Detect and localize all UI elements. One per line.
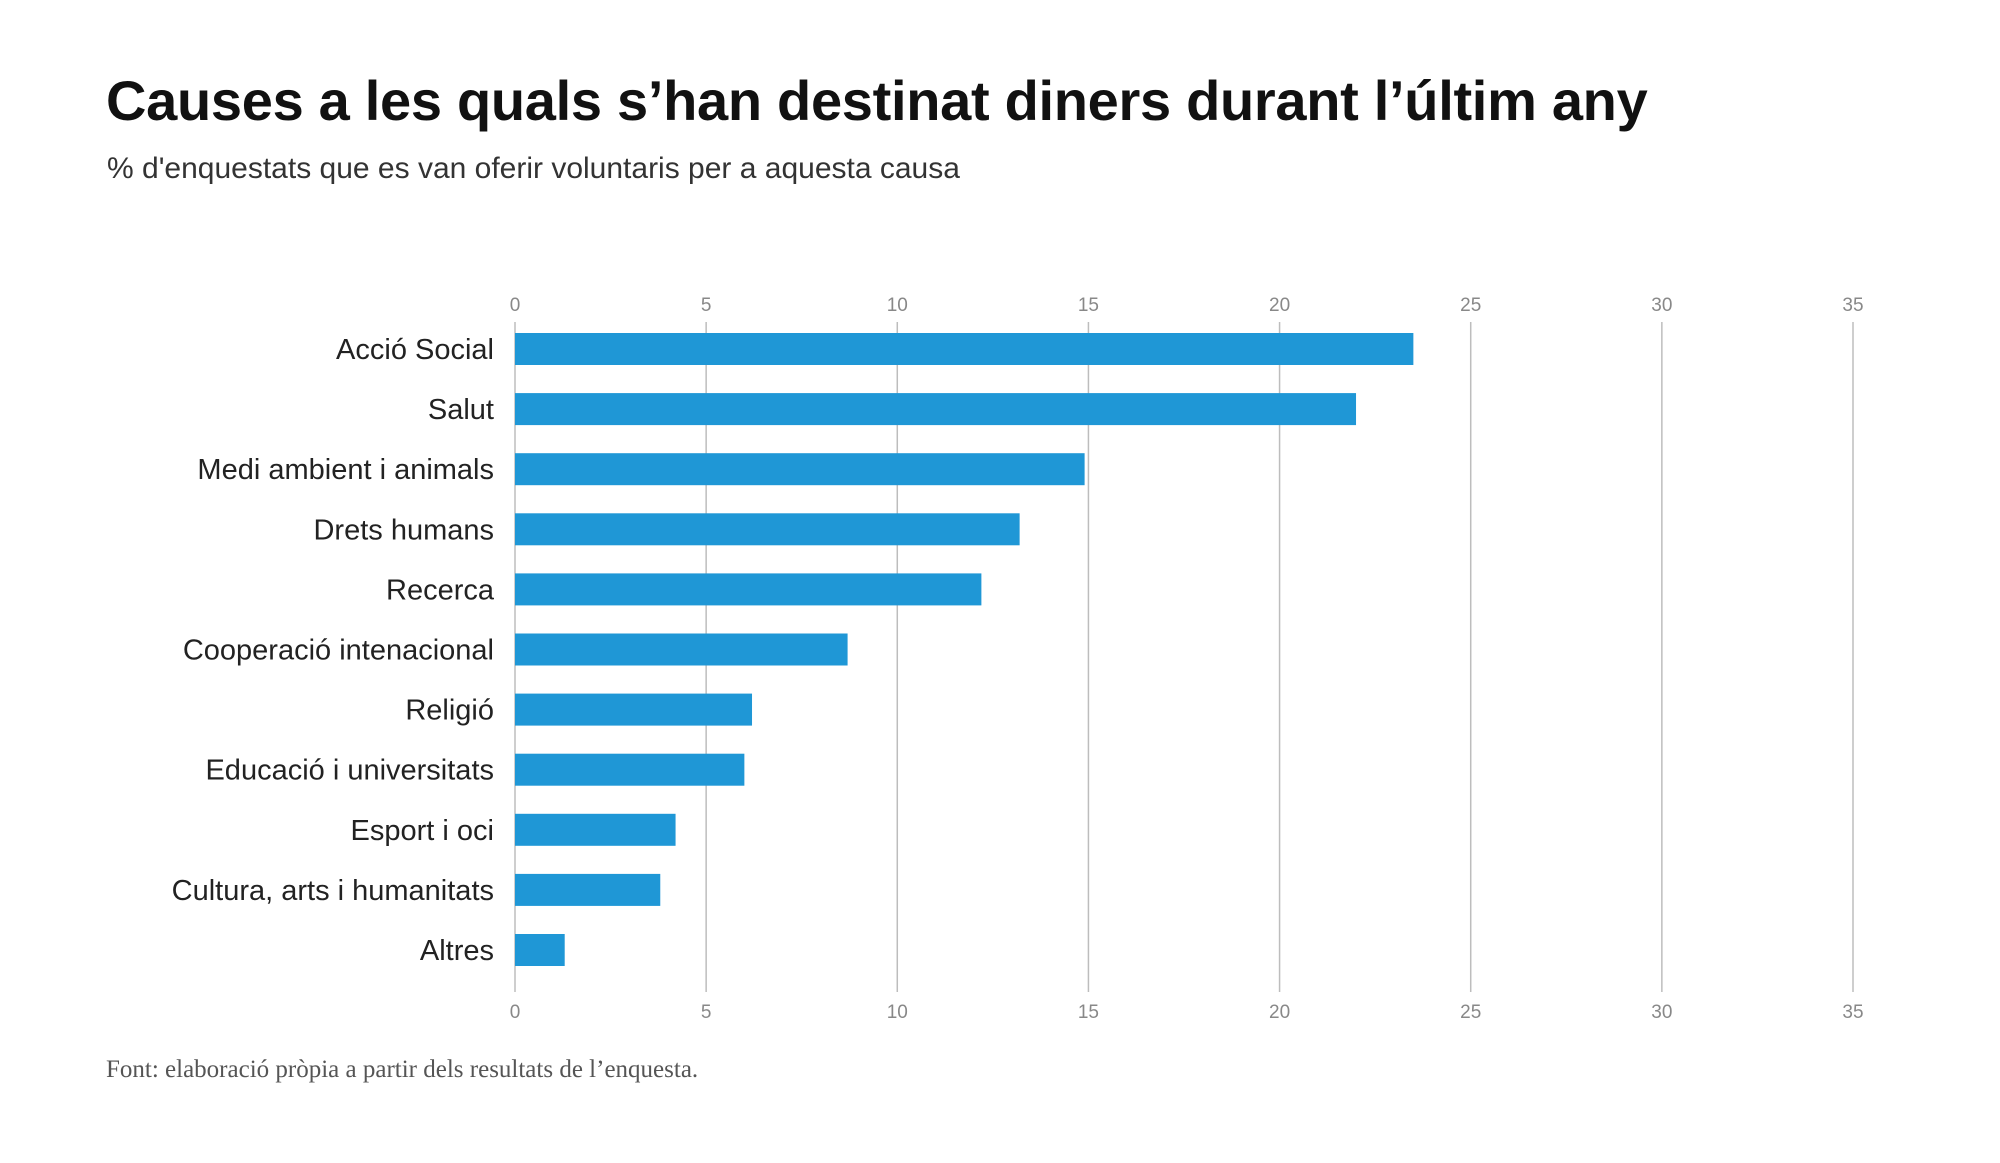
bar	[515, 453, 1085, 486]
bar	[515, 513, 1020, 546]
x-tick-label-top: 10	[887, 295, 908, 316]
x-tick-label-bottom: 15	[1078, 1002, 1099, 1023]
bar	[515, 393, 1357, 426]
x-tick-label-bottom: 25	[1460, 1002, 1481, 1023]
x-tick-label-top: 30	[1651, 295, 1672, 316]
x-tick-label-bottom: 30	[1651, 1002, 1672, 1023]
x-tick-label-top: 35	[1842, 295, 1863, 316]
x-tick-label-bottom: 35	[1842, 1002, 1863, 1023]
source-note: Font: elaboració pròpia a partir dels re…	[106, 1056, 699, 1083]
bar	[515, 873, 661, 906]
chart-subtitle: % d'enquestats que es van oferir volunta…	[107, 152, 960, 185]
category-label: Medi ambient i animals	[197, 454, 494, 486]
bar	[515, 813, 676, 846]
x-tick-label-bottom: 10	[887, 1002, 908, 1023]
x-tick-label-top: 25	[1460, 295, 1481, 316]
category-label: Altres	[420, 935, 494, 967]
category-label: Drets humans	[313, 514, 494, 546]
category-label: Esport i oci	[351, 815, 494, 847]
x-tick-label-bottom: 20	[1269, 1002, 1290, 1023]
bar	[515, 573, 982, 606]
x-tick-label-top: 15	[1078, 295, 1099, 316]
bar	[515, 693, 753, 726]
category-label: Cooperació intenacional	[183, 635, 494, 667]
category-label: Educació i universitats	[205, 755, 494, 787]
x-tick-label-top: 20	[1269, 295, 1290, 316]
bar	[515, 753, 745, 786]
x-tick-label-top: 5	[701, 295, 712, 316]
bar	[515, 633, 848, 666]
x-tick-label-top: 0	[510, 295, 521, 316]
x-tick-label-bottom: 0	[510, 1002, 521, 1023]
category-label: Recerca	[386, 574, 495, 606]
category-label: Acció Social	[336, 334, 494, 366]
bar	[515, 934, 565, 966]
bar	[515, 333, 1414, 365]
category-label: Salut	[428, 394, 494, 426]
category-label: Religió	[405, 695, 494, 727]
chart-title: Causes a les quals s’han destinat diners…	[106, 69, 1648, 132]
category-label: Cultura, arts i humanitats	[172, 875, 494, 907]
x-tick-label-bottom: 5	[701, 1002, 712, 1023]
